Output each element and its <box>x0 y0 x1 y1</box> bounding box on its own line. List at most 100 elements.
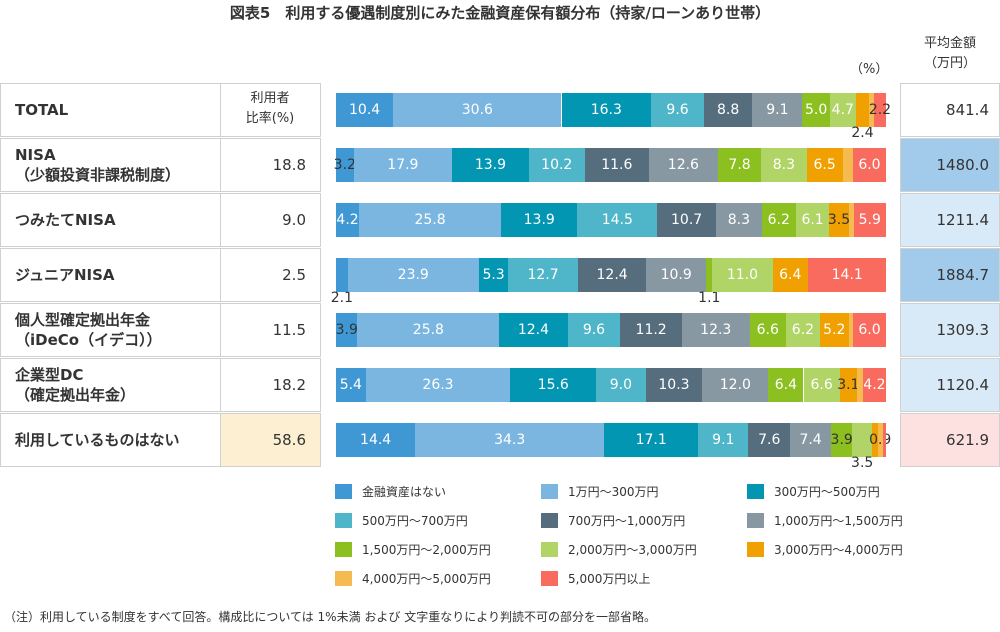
bar-segment: 6.1 <box>795 203 830 237</box>
data-label: 4.2 <box>336 212 359 228</box>
bar-segment: 10.2 <box>528 148 585 182</box>
bar-segment: 14.5 <box>577 203 658 237</box>
data-label: 12.6 <box>667 157 699 173</box>
row-label-line: つみたてNISA <box>15 211 116 229</box>
row-label-text: TOTAL <box>15 100 68 120</box>
row-label: 利用しているものはない <box>0 413 221 467</box>
data-label: 5.3 <box>482 267 505 283</box>
avg-header: 平均金額 （万円） <box>900 34 1000 74</box>
bar-segment: 2.2 <box>869 93 891 127</box>
data-label: 34.3 <box>494 432 526 448</box>
bar-segment: 5.2 <box>820 313 849 347</box>
bar-segment: 25.8 <box>359 203 501 237</box>
data-label: 9.6 <box>666 102 689 118</box>
data-label: 17.1 <box>635 432 667 448</box>
bar-segment: 15.6 <box>510 368 597 402</box>
average-amount: 841.4 <box>900 83 1000 137</box>
bar-segment: 17.1 <box>604 423 699 457</box>
legend-label: 1万円〜300万円 <box>568 485 659 499</box>
bar-segment: 30.6 <box>393 93 562 127</box>
bar-segment: 8.8 <box>703 93 753 127</box>
bar-segment <box>882 423 886 457</box>
legend-item: 700万円〜1,000万円 <box>541 512 685 529</box>
data-label: 12.4 <box>517 322 550 338</box>
bar-segment: 11.6 <box>584 148 649 182</box>
bar-segment: 3.1 <box>837 368 859 402</box>
bar-segment: 12.4 <box>499 313 568 347</box>
bar-segment: 11.2 <box>620 313 682 347</box>
bar-segment: 14.1 <box>808 258 886 292</box>
data-label: 6.4 <box>774 377 798 393</box>
legend-swatch <box>747 542 764 557</box>
bar-segment: 7.8 <box>718 148 762 182</box>
row-label: ジュニアNISA <box>0 248 221 302</box>
legend-label: 1,000万円〜1,500万円 <box>774 514 903 528</box>
data-label: 8.3 <box>772 157 795 173</box>
data-label: 14.4 <box>360 432 392 448</box>
legend-item: 1,000万円〜1,500万円 <box>747 512 903 529</box>
data-label: 16.3 <box>590 102 622 118</box>
row-label: NISA （少額投資非課税制度） <box>0 138 221 192</box>
data-label: 14.5 <box>601 212 633 228</box>
data-label: 5.2 <box>823 322 846 338</box>
data-label: 6.4 <box>779 267 802 283</box>
bar-segment <box>852 423 872 457</box>
bar-segment: 7.4 <box>790 423 831 457</box>
bar-segment: 9.6 <box>651 93 704 127</box>
data-label: 4.7 <box>831 102 854 118</box>
user-rate <box>220 83 321 137</box>
data-label: 8.8 <box>717 102 740 118</box>
data-label: 14.1 <box>831 267 863 283</box>
row-label-line: NISA <box>15 146 56 164</box>
rate-header: 利用者 比率(%) <box>220 89 320 129</box>
table-row: ジュニアNISA 2.5 2.1 23.9 5.3 12.7 12.4 10.9 1.1 11.0… <box>0 248 1000 306</box>
data-label: 7.6 <box>758 432 781 448</box>
chart-title: 図表5 利用する優遇制度別にみた金融資産保有額分布（持家/ローンあり世帯） <box>229 4 771 22</box>
bar-segment <box>842 148 853 182</box>
data-label: 6.5 <box>813 157 836 173</box>
bar-segment: 6.6 <box>803 368 840 402</box>
data-label: 17.9 <box>387 157 419 173</box>
table-row: 個人型確定拠出年金 （iDeCo（イデコ）） 11.5 3.9 25.8 12.4 9.6 1… <box>0 303 1000 358</box>
table-row: 利用しているものはない 58.6 14.4 34.3 17.1 9.1 7.6 7.4 3.9 3… <box>0 413 1000 471</box>
data-label: 10.4 <box>349 102 381 118</box>
bar-segment: 6.0 <box>853 313 886 347</box>
data-label: 4.2 <box>863 377 886 393</box>
data-label: 10.7 <box>671 212 703 228</box>
row-label: 個人型確定拠出年金 （iDeCo（イデコ）） <box>0 303 221 357</box>
bar-segment: 23.9 <box>347 258 479 292</box>
avg-header-line1: 平均金額 <box>923 36 976 51</box>
bar-segment: 4.2 <box>862 368 886 402</box>
data-label: 12.7 <box>527 267 559 283</box>
legend-item: 500万円〜700万円 <box>335 512 468 529</box>
data-label: 12.0 <box>719 377 751 393</box>
bar-segment: 3.2 <box>334 148 356 182</box>
data-label: 7.8 <box>728 157 751 173</box>
bar-segment: 6.0 <box>852 148 886 182</box>
data-label: 6.0 <box>858 322 881 338</box>
data-label: 11.2 <box>635 322 667 338</box>
bar-area: 3.9 25.8 12.4 9.6 11.2 12.3 6.6 6.2 5.2 6.0 <box>320 303 901 357</box>
legend-item: 4,000万円〜5,000万円 <box>335 570 491 587</box>
row-label-text: 企業型DC （確定拠出年金） <box>15 365 135 405</box>
row-label: TOTAL <box>0 83 221 137</box>
bar-segment: 14.4 <box>336 423 416 457</box>
legend-label: 5,000万円以上 <box>568 572 651 586</box>
row-label-line: （確定拠出年金） <box>15 386 136 404</box>
data-label: 23.9 <box>397 267 429 283</box>
row-label-text: つみたてNISA <box>15 210 116 230</box>
table-row: つみたてNISA 9.0 4.2 25.8 13.9 14.5 10.7 8.3 6.2 6.1 3… <box>0 193 1000 248</box>
data-label: 3.9 <box>830 432 853 448</box>
bar-segment: 4.2 <box>336 203 360 237</box>
footnote: （注）利用している制度をすべて回答。構成比については 1%未満 および 文字重な… <box>4 610 656 624</box>
legend-label: 700万円〜1,000万円 <box>568 514 686 528</box>
data-label: 9.0 <box>609 377 633 393</box>
data-label: 2.1 <box>330 290 354 306</box>
bar-segment: 6.4 <box>772 258 808 292</box>
legend-swatch <box>335 484 352 499</box>
data-label: 9.1 <box>712 432 735 448</box>
bar-segment: 12.4 <box>578 258 647 292</box>
user-rate: 2.5 <box>220 248 321 302</box>
rate-header-line: 比率(%) <box>245 111 295 126</box>
